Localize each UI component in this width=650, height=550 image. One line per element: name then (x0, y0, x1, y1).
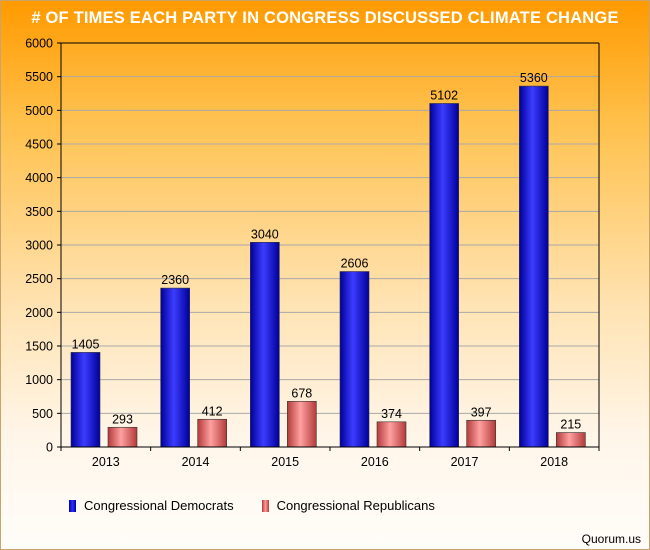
bar-republicans (556, 432, 586, 448)
bar-democrats (339, 271, 370, 448)
y-tick-label: 6000 (25, 37, 53, 51)
bar-republicans (376, 421, 407, 448)
axes: 0 500 1000 1500 2000 2500 3000 3500 4000 4500 5000… (25, 37, 600, 469)
data-label-democrats: 5102 (430, 88, 458, 102)
x-tick-label: 2013 (92, 455, 120, 469)
y-tick-label: 4000 (25, 171, 53, 185)
legend-swatch-democrats (69, 499, 76, 512)
x-tick-label: 2016 (361, 455, 389, 469)
data-label-democrats: 3040 (251, 227, 279, 241)
legend: Congressional Democrats Congressional Re… (69, 498, 435, 513)
x-tick-label: 2014 (182, 455, 210, 469)
y-tick-label: 4500 (25, 138, 53, 152)
bar-republicans (466, 419, 496, 448)
bar-democrats (429, 103, 459, 448)
data-label-republicans: 215 (560, 418, 581, 432)
y-tick-label: 3000 (25, 239, 53, 253)
data-labels: 1405 293 2360 412 3040 678 2606 374 5102 397 5360 2… (72, 71, 582, 431)
bar-republicans (197, 418, 227, 448)
legend-label-democrats: Congressional Democrats (84, 498, 234, 513)
data-label-democrats: 5360 (520, 71, 548, 85)
y-tick-label: 2000 (25, 306, 53, 320)
data-label-democrats: 2360 (161, 273, 189, 287)
legend-item-republicans: Congressional Republicans (261, 498, 435, 513)
data-label-republicans: 293 (112, 412, 133, 426)
data-label-republicans: 412 (202, 404, 223, 418)
bar-democrats (250, 242, 280, 448)
y-tick-label: 5000 (25, 104, 53, 118)
y-tick-label: 2500 (25, 272, 53, 286)
y-tick-label: 5500 (25, 70, 53, 84)
legend-item-democrats: Congressional Democrats (69, 498, 234, 513)
data-label-democrats: 1405 (72, 337, 100, 351)
x-tick-label: 2017 (451, 455, 479, 469)
y-tick-label: 1500 (25, 340, 53, 354)
bars-group (70, 85, 586, 448)
legend-swatch-republicans (261, 499, 269, 512)
chart-title: # OF TIMES EACH PARTY IN CONGRESS DISCUS… (31, 9, 619, 27)
data-label-republicans: 678 (291, 386, 312, 400)
bar-democrats (160, 287, 190, 448)
bar-democrats (519, 85, 549, 448)
bar-democrats (70, 352, 101, 448)
bar-republicans (287, 401, 317, 448)
legend-label-republicans: Congressional Republicans (276, 498, 435, 513)
bar-republicans (107, 426, 138, 448)
y-tick-label: 500 (32, 407, 53, 421)
data-label-republicans: 374 (381, 407, 402, 421)
y-tick-label: 0 (46, 441, 53, 455)
y-tick-label: 3500 (25, 205, 53, 219)
x-tick-label: 2018 (540, 455, 568, 469)
data-label-republicans: 397 (471, 405, 492, 419)
y-tick-label: 1000 (25, 373, 53, 387)
source-credit: Quorum.us (581, 532, 641, 546)
data-label-democrats: 2606 (341, 257, 369, 271)
x-tick-label: 2015 (271, 455, 299, 469)
